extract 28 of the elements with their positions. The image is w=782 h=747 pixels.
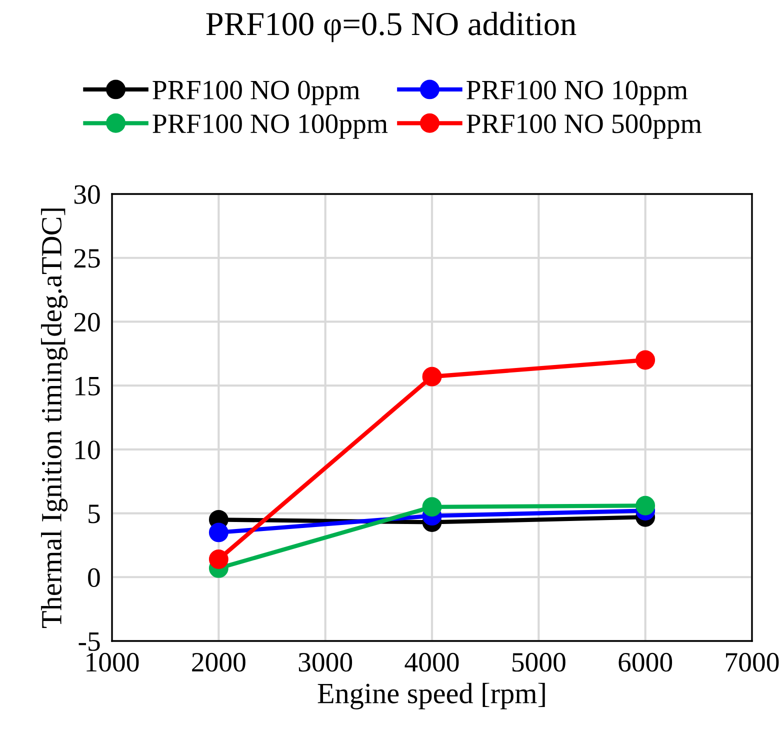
- y-axis-title: Thermal Ignition timing[deg.aTDC]: [41, 208, 68, 628]
- legend-label: PRF100 NO 100ppm: [152, 114, 388, 139]
- legend-label: PRF100 NO 10ppm: [466, 80, 688, 106]
- x-tick-label: 5000: [512, 652, 566, 672]
- chart-title: PRF100 φ=0.5 NO addition: [206, 12, 576, 42]
- y-tick-label: 0: [88, 568, 100, 588]
- x-tick-label: 4000: [404, 652, 459, 672]
- y-tick-label: 10: [76, 440, 100, 460]
- point: [422, 497, 442, 517]
- y-tick-label: -5: [78, 632, 100, 651]
- point: [208, 550, 228, 569]
- y-tick-label: 25: [74, 249, 100, 268]
- y-tick-label: 20: [74, 312, 100, 332]
- point: [636, 350, 656, 370]
- x-tick-label: 6000: [618, 652, 672, 672]
- x-tick-label: 1000: [86, 652, 139, 672]
- y-tick-label: 30: [74, 185, 100, 204]
- point: [422, 366, 442, 386]
- x-tick-label: 3000: [298, 652, 352, 672]
- point: [636, 496, 656, 516]
- x-tick-label: 2000: [192, 652, 246, 672]
- y-tick-label: 15: [76, 376, 100, 396]
- legend-label: PRF100 NO 0ppm: [152, 80, 360, 106]
- point: [208, 522, 228, 542]
- x-tick-label: 7000: [726, 652, 779, 672]
- y-tick-label: 5: [88, 504, 100, 524]
- legend-label: PRF100 NO 500ppm: [466, 114, 702, 139]
- x-axis-title: Engine speed [rpm]: [318, 682, 545, 710]
